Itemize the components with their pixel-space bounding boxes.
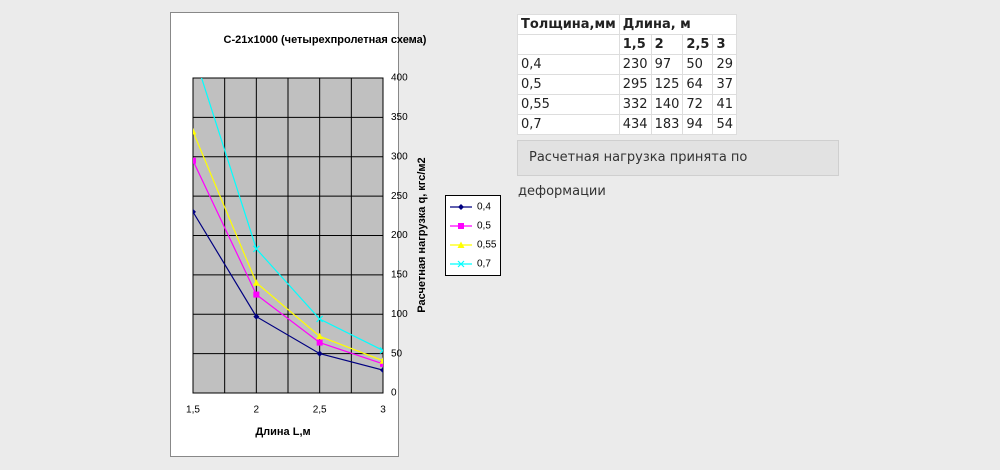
y-tick-label: 200 (391, 230, 408, 241)
series-line (200, 78, 383, 352)
table-row: 0,55 332 140 72 41 (517, 94, 737, 115)
marker (316, 315, 324, 323)
table-cell: 295 (618, 74, 652, 95)
y-tick-label: 0 (391, 388, 397, 399)
table-cell: 2 (650, 34, 684, 55)
table-row: 0,7 434 183 94 54 (517, 114, 737, 135)
table-cell: 0,7 (517, 114, 620, 135)
table-cell: 1,5 (618, 34, 652, 55)
y-tick-label: 150 (391, 270, 408, 281)
legend-label: 0,7 (477, 259, 491, 270)
table-cell: 230 (618, 54, 652, 75)
x-tick-label: 1,5 (186, 405, 200, 416)
marker (380, 360, 383, 367)
marker (316, 332, 324, 340)
table-cell: Толщина,мм (517, 14, 620, 35)
marker (253, 291, 260, 298)
y-tick-label: 300 (391, 151, 408, 162)
x-axis-title: Длина L,м (255, 426, 310, 438)
marker (379, 347, 383, 354)
marker (380, 367, 383, 374)
legend-marker (458, 223, 464, 229)
chart-title: С-21х1000 (четырехпролетная схема) (224, 34, 427, 46)
table-cell: 2,5 (682, 34, 714, 55)
series-line (193, 131, 383, 362)
table-cell (517, 34, 620, 55)
plot-clip (193, 78, 383, 374)
note: Расчетная нагрузка принята по деформации (517, 140, 839, 199)
y-tick-label: 400 (391, 73, 408, 84)
table-cell: 125 (650, 74, 684, 95)
legend-label: 0,55 (477, 240, 497, 251)
table-cell: 0,55 (517, 94, 620, 115)
marker (193, 128, 197, 135)
table-row: 0,4 230 97 50 29 (517, 54, 737, 75)
x-tick-label: 2 (254, 405, 260, 416)
table-row: 0,5 295 125 64 37 (517, 74, 737, 95)
marker (316, 350, 323, 357)
plot-border (192, 77, 384, 394)
marker (193, 208, 196, 215)
legend-box (445, 195, 501, 276)
y-tick-label: 350 (391, 112, 408, 123)
legend-label: 0,4 (477, 202, 491, 213)
table-cell: 332 (618, 94, 652, 115)
legend-marker (458, 204, 464, 210)
table-cell: 434 (618, 114, 652, 135)
table-cell: Длина, м (618, 14, 737, 35)
legend-marker (457, 260, 465, 268)
series-line (193, 160, 383, 365)
marker (379, 357, 383, 364)
table-cell: 94 (682, 114, 714, 135)
marker (193, 157, 196, 164)
marker (252, 279, 260, 286)
table-cell: 37 (712, 74, 737, 95)
table-cell: 97 (650, 54, 684, 75)
table-cell: 0,5 (517, 74, 620, 95)
y-tick-label: 250 (391, 191, 408, 202)
table-cell: 183 (650, 114, 684, 135)
table-row: 1,5 2 2,5 3 (517, 34, 737, 55)
marker (253, 313, 260, 320)
table-cell: 41 (712, 94, 737, 115)
series-line (193, 211, 383, 371)
table-cell: 29 (712, 54, 737, 75)
table-cell: 0,4 (517, 54, 620, 75)
table-cell: 72 (682, 94, 714, 115)
x-tick-label: 3 (380, 405, 386, 416)
y-tick-label: 100 (391, 309, 408, 320)
legend-label: 0,5 (477, 221, 491, 232)
table-cell: 64 (682, 74, 714, 95)
table-cell: 3 (712, 34, 737, 55)
data-table: Толщина,мм Длина, м 1,5 2 2,5 3 0,4 230 97 50 29 0,… (517, 14, 737, 135)
table-cell: 50 (682, 54, 714, 75)
table-cell: 140 (650, 94, 684, 115)
table-cell: 54 (712, 114, 737, 135)
y-axis-title: Расчетная нагрузка q, кгс/м2 (416, 157, 428, 312)
y-tick-label: 50 (391, 348, 403, 359)
legend-marker (457, 241, 465, 248)
marker (252, 245, 260, 253)
table-row: Толщина,мм Длина, м (517, 14, 737, 35)
marker (316, 339, 323, 346)
x-tick-label: 2,5 (313, 405, 327, 416)
